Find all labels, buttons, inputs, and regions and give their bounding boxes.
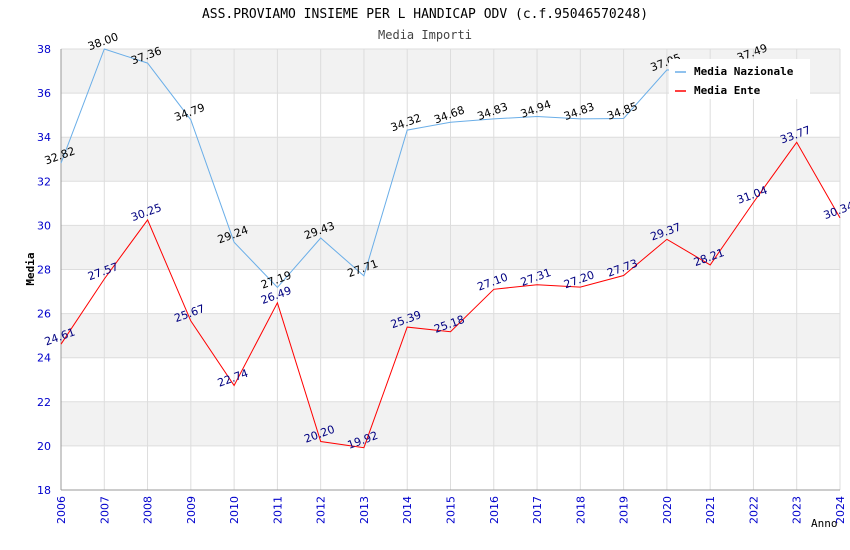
data-label: 34.79 <box>173 101 207 124</box>
x-tick-label: 2021 <box>704 496 717 524</box>
chart-title: ASS.PROVIAMO INSIEME PER L HANDICAP ODV … <box>202 7 648 22</box>
x-tick-labels: 2006 2007 2008 2009 2010 2011 2012 2013 2014 2015… <box>55 496 847 524</box>
legend: Media Nazionale Media Ente <box>669 59 810 99</box>
y-axis-label: Media <box>24 252 37 285</box>
x-tick-label: 2020 <box>661 496 674 524</box>
x-axis-label: Anno <box>811 517 838 530</box>
y-tick-label: 18 <box>37 484 51 497</box>
data-label: 34.85 <box>605 100 639 123</box>
y-tick-labels: 18 20 22 24 26 28 30 32 34 36 38 <box>37 43 51 497</box>
y-tick-label: 34 <box>37 131 51 144</box>
x-tick-label: 2007 <box>98 496 111 524</box>
x-tick-label: 2016 <box>488 496 501 524</box>
x-tick-label: 2010 <box>228 496 241 524</box>
x-tick-label: 2019 <box>618 496 631 524</box>
x-tick-label: 2011 <box>271 496 284 524</box>
x-tick-label: 2008 <box>142 496 155 524</box>
series-line-media-nazionale <box>60 48 754 289</box>
series-line-media-ente <box>60 141 841 449</box>
data-label: 34.68 <box>432 103 466 126</box>
y-tick-label: 38 <box>37 43 51 56</box>
data-label: 34.32 <box>389 111 423 134</box>
y-tick-label: 22 <box>37 396 51 409</box>
data-label: 31.04 <box>735 184 769 207</box>
y-tick-label: 36 <box>37 87 51 100</box>
series-lines <box>60 48 841 449</box>
y-tick-label: 20 <box>37 440 51 453</box>
y-tick-label: 32 <box>37 175 51 188</box>
x-tick-label: 2012 <box>315 496 328 524</box>
data-label: 34.83 <box>562 100 596 123</box>
x-tick-label: 2013 <box>358 496 371 524</box>
y-tick-label: 24 <box>37 352 51 365</box>
legend-box <box>669 59 810 99</box>
data-label: 34.83 <box>476 100 510 123</box>
legend-entry: Media Ente <box>694 84 761 97</box>
x-tick-label: 2024 <box>834 496 847 524</box>
x-tick-label: 2014 <box>401 496 414 524</box>
axes <box>60 49 840 491</box>
x-tick-label: 2018 <box>574 496 587 524</box>
legend-entry: Media Nazionale <box>694 65 794 78</box>
x-tick-label: 2006 <box>55 496 68 524</box>
y-tick-label: 30 <box>37 219 51 232</box>
y-tick-label: 26 <box>37 308 51 321</box>
gridlines <box>60 48 841 491</box>
y-tick-label: 28 <box>37 264 51 277</box>
x-tick-label: 2022 <box>747 496 760 524</box>
x-tick-label: 2017 <box>531 496 544 524</box>
data-label: 30.34 <box>822 199 850 222</box>
x-tick-label: 2009 <box>185 496 198 524</box>
chart-subtitle: Media Importi <box>378 28 472 42</box>
x-tick-label: 2023 <box>791 496 804 524</box>
data-label: 27.20 <box>562 268 596 291</box>
data-label: 30.25 <box>129 201 163 224</box>
data-label: 22.74 <box>216 367 250 390</box>
x-tick-label: 2015 <box>445 496 458 524</box>
